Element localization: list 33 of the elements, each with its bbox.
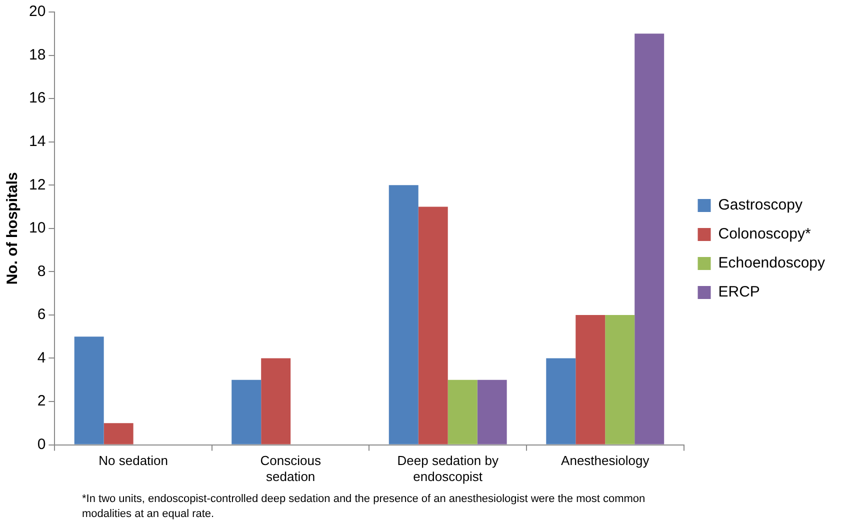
bar: [576, 314, 606, 444]
y-axis-title: No. of hospitals: [4, 172, 22, 285]
x-tick-label: Deep sedation by endoscopist: [397, 453, 499, 484]
bar: [388, 185, 418, 444]
y-tick-label: 10: [28, 220, 46, 237]
y-tick-label: 20: [28, 3, 46, 20]
x-tick-label: Conscious sedation: [260, 453, 322, 484]
legend-label: Echoendoscopy: [718, 254, 826, 272]
bar: [448, 380, 478, 444]
y-tick-label: 18: [28, 46, 46, 64]
y-tick-label: 8: [37, 262, 46, 280]
y-tick-label: 14: [28, 132, 46, 150]
bar: [261, 358, 291, 444]
bar: [477, 380, 507, 444]
x-tick-label: Anesthesiology: [561, 453, 650, 468]
y-tick-label: 6: [37, 306, 46, 324]
bar: [104, 423, 134, 444]
bar: [634, 34, 664, 444]
legend-label: Colonoscopy*: [718, 226, 811, 243]
bar: [418, 206, 448, 444]
y-tick-label: 4: [37, 349, 46, 366]
bar: [546, 358, 576, 444]
bar: [232, 380, 262, 444]
y-tick-label: 12: [28, 176, 46, 194]
bar: [74, 336, 104, 444]
y-tick-label: 2: [37, 392, 46, 410]
bar: [605, 314, 635, 444]
text: *In two units, endoscopist-controlled deep sedation and the presence of an anesthesiologist were the most common modalities at an equal rate.: [82, 492, 646, 522]
legend-label: Gastroscopy: [718, 196, 803, 214]
y-tick-label: 16: [28, 90, 46, 107]
y-tick-label: 0: [37, 436, 46, 453]
legend-label: ERCP: [718, 284, 760, 301]
x-tick-label: No sedation: [98, 453, 168, 468]
